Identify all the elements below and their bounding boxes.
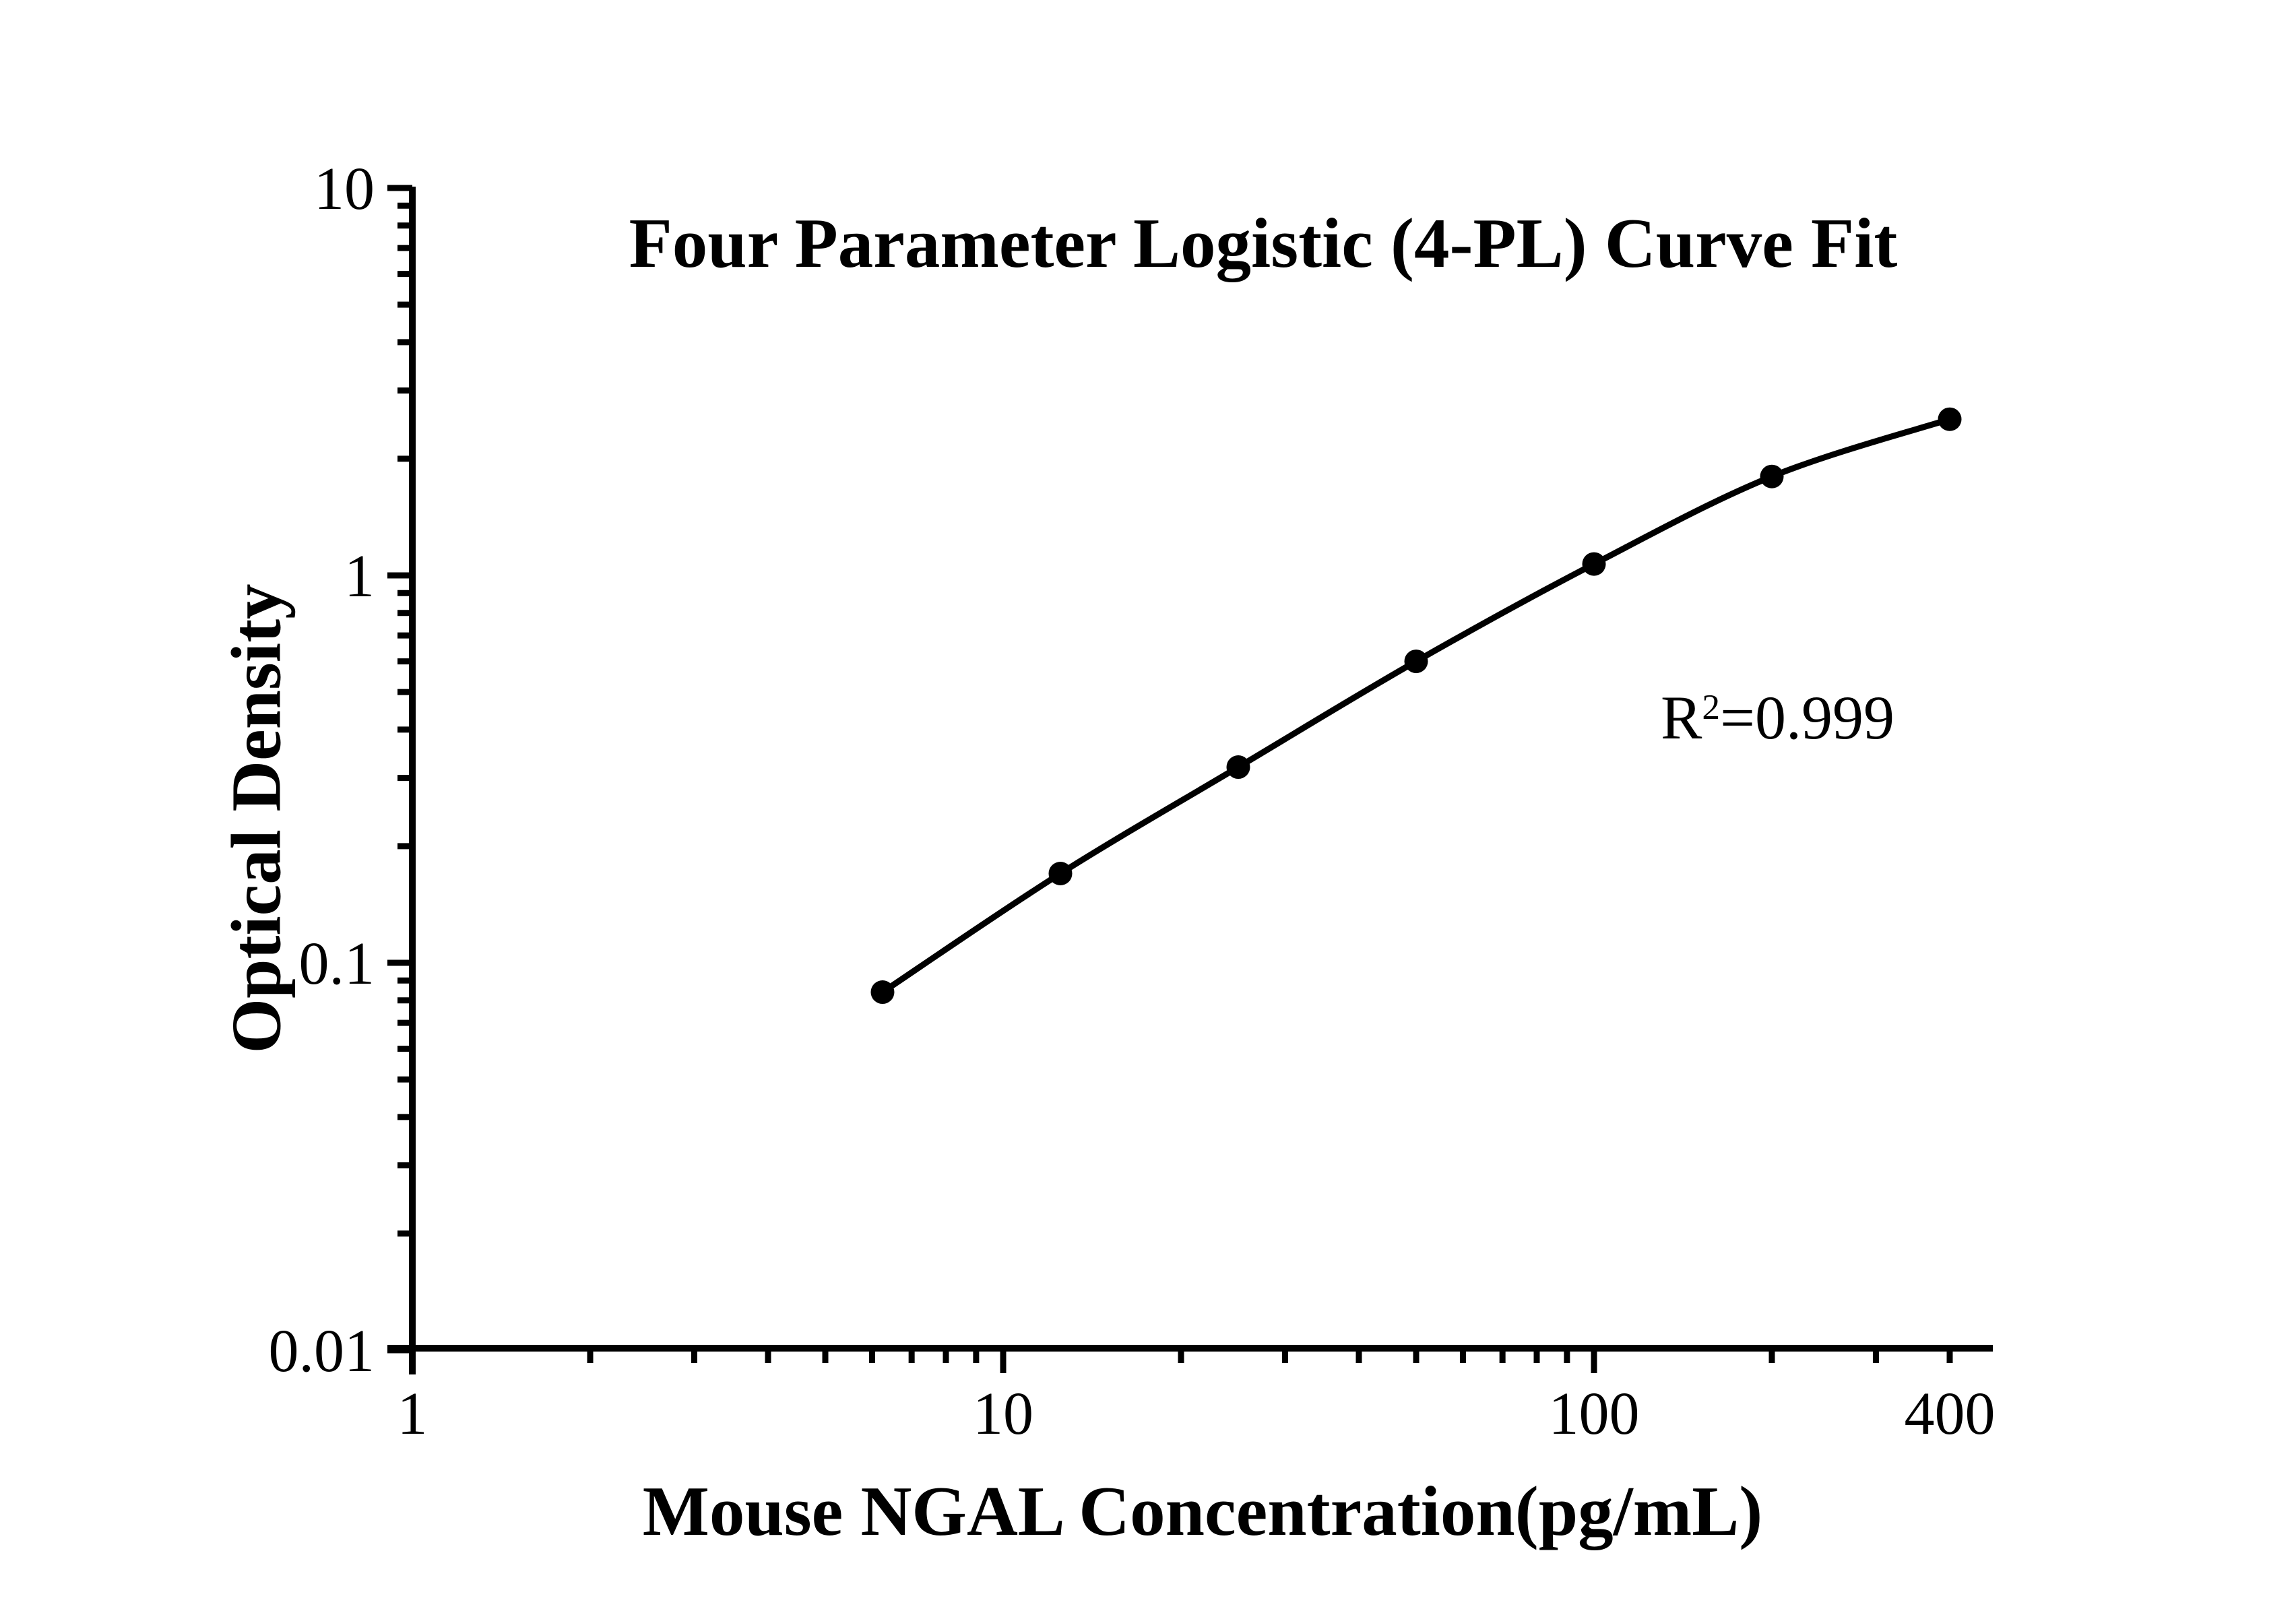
data-point [870,980,895,1005]
x-axis-label: Mouse NGAL Concentration(pg/mL) [642,1471,1763,1550]
r-squared-value: =0.999 [1720,683,1894,752]
data-point [1938,407,1962,431]
y-tick-label: 10 [314,156,375,222]
x-tick-label: 10 [973,1381,1033,1447]
r-squared-prefix: R [1661,683,1702,752]
data-point [1404,650,1428,674]
y-tick-label: 0.01 [269,1318,375,1385]
x-tick-label: 1 [397,1381,428,1447]
r-squared-exponent: 2 [1702,686,1721,727]
chart-title: Four Parameter Logistic (4-PL) Curve Fit [629,203,1898,282]
data-point [1048,861,1073,885]
data-point [1582,552,1606,576]
x-tick-label: 100 [1549,1381,1640,1447]
y-tick-label: 1 [344,543,375,610]
y-tick-label: 0.1 [299,930,375,997]
y-axis-label: Optical Density [216,583,296,1054]
data-point [1760,464,1784,488]
x-tick-label: 400 [1905,1381,1996,1447]
r-squared-annotation: R2=0.999 [1661,682,1894,753]
data-point [1226,755,1250,780]
